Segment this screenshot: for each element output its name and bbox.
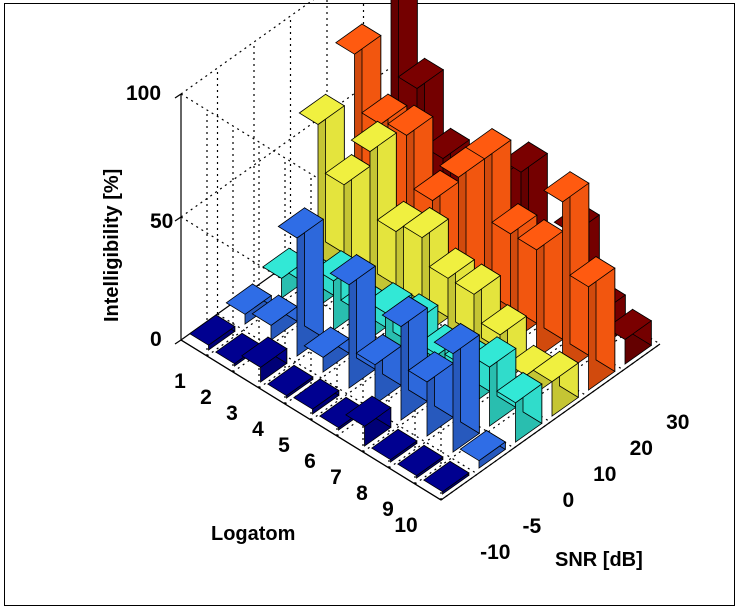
chart-labels: 0 50 100 Intelligibility [%] Logatom SNR…: [101, 82, 689, 571]
z-tick-mark: [174, 216, 182, 222]
bar-logatom-7-snr--10: [345, 395, 392, 447]
logatom-tick-label: 6: [304, 450, 316, 473]
z-axis-title: Intelligibility [%]: [101, 169, 123, 322]
z-tick-label-100: 100: [126, 82, 161, 105]
bar-logatom-9-snr--5: [433, 322, 481, 453]
snr-tick-label: -5: [522, 515, 541, 538]
logatom-tick-label: 4: [252, 418, 264, 441]
logatom-tick-label: 1: [174, 370, 186, 393]
snr-tick-label: 10: [593, 463, 616, 486]
snr-tick-label: 20: [630, 437, 653, 460]
z-tick-label-0: 0: [150, 328, 162, 351]
bar-logatom-10-snr--10: [423, 460, 470, 495]
bar-logatom-10-snr-10: [532, 350, 580, 417]
bar-logatom-8-snr--10: [371, 428, 418, 463]
bar-logatom-10-snr--5: [459, 429, 507, 469]
logatom-tick-label: 8: [356, 482, 368, 505]
logatom-tick-label: 5: [278, 434, 290, 457]
bar-logatom-4-snr--10: [267, 364, 314, 399]
bar-logatom-5-snr--10: [293, 378, 340, 415]
bar-logatom-10-snr-20: [569, 255, 616, 391]
bar-logatom-10-snr-0: [496, 371, 543, 443]
bar-logatom-10-snr-30: [605, 308, 653, 365]
logatom-tick-label: 2: [200, 386, 212, 409]
logatom-axis-title: Logatom: [211, 523, 295, 545]
z-tick-label-50: 50: [150, 210, 173, 233]
snr-tick-label: 30: [666, 411, 689, 434]
snr-axis-title: SNR [dB]: [555, 549, 643, 571]
bar-logatom-7-snr--5: [381, 295, 429, 421]
bar-logatom-2-snr--5: [251, 294, 299, 341]
bar-logatom-3-snr--5: [277, 207, 325, 357]
chart-bars: [189, 0, 653, 495]
bar-logatom-9-snr--10: [397, 444, 444, 479]
snr-tick-label: 0: [562, 489, 574, 512]
z-tick-mark: [174, 339, 182, 345]
bar-logatom-3-snr-10: [350, 120, 398, 305]
z-tick-mark: [174, 93, 182, 99]
logatom-axis-line: [180, 339, 442, 501]
logatom-tick-label: 10: [394, 514, 417, 537]
snr-tick-label: -10: [480, 541, 510, 564]
logatom-tick-label: 3: [226, 402, 238, 425]
bar-logatom-3-snr--10: [241, 336, 288, 383]
bar-logatom-8-snr--5: [407, 351, 455, 437]
bar-logatom-1-snr--10: [189, 314, 236, 351]
snr-axis-line: [440, 343, 661, 501]
logatom-tick-label: 7: [330, 466, 342, 489]
logatom-tick-label: 9: [382, 498, 394, 521]
